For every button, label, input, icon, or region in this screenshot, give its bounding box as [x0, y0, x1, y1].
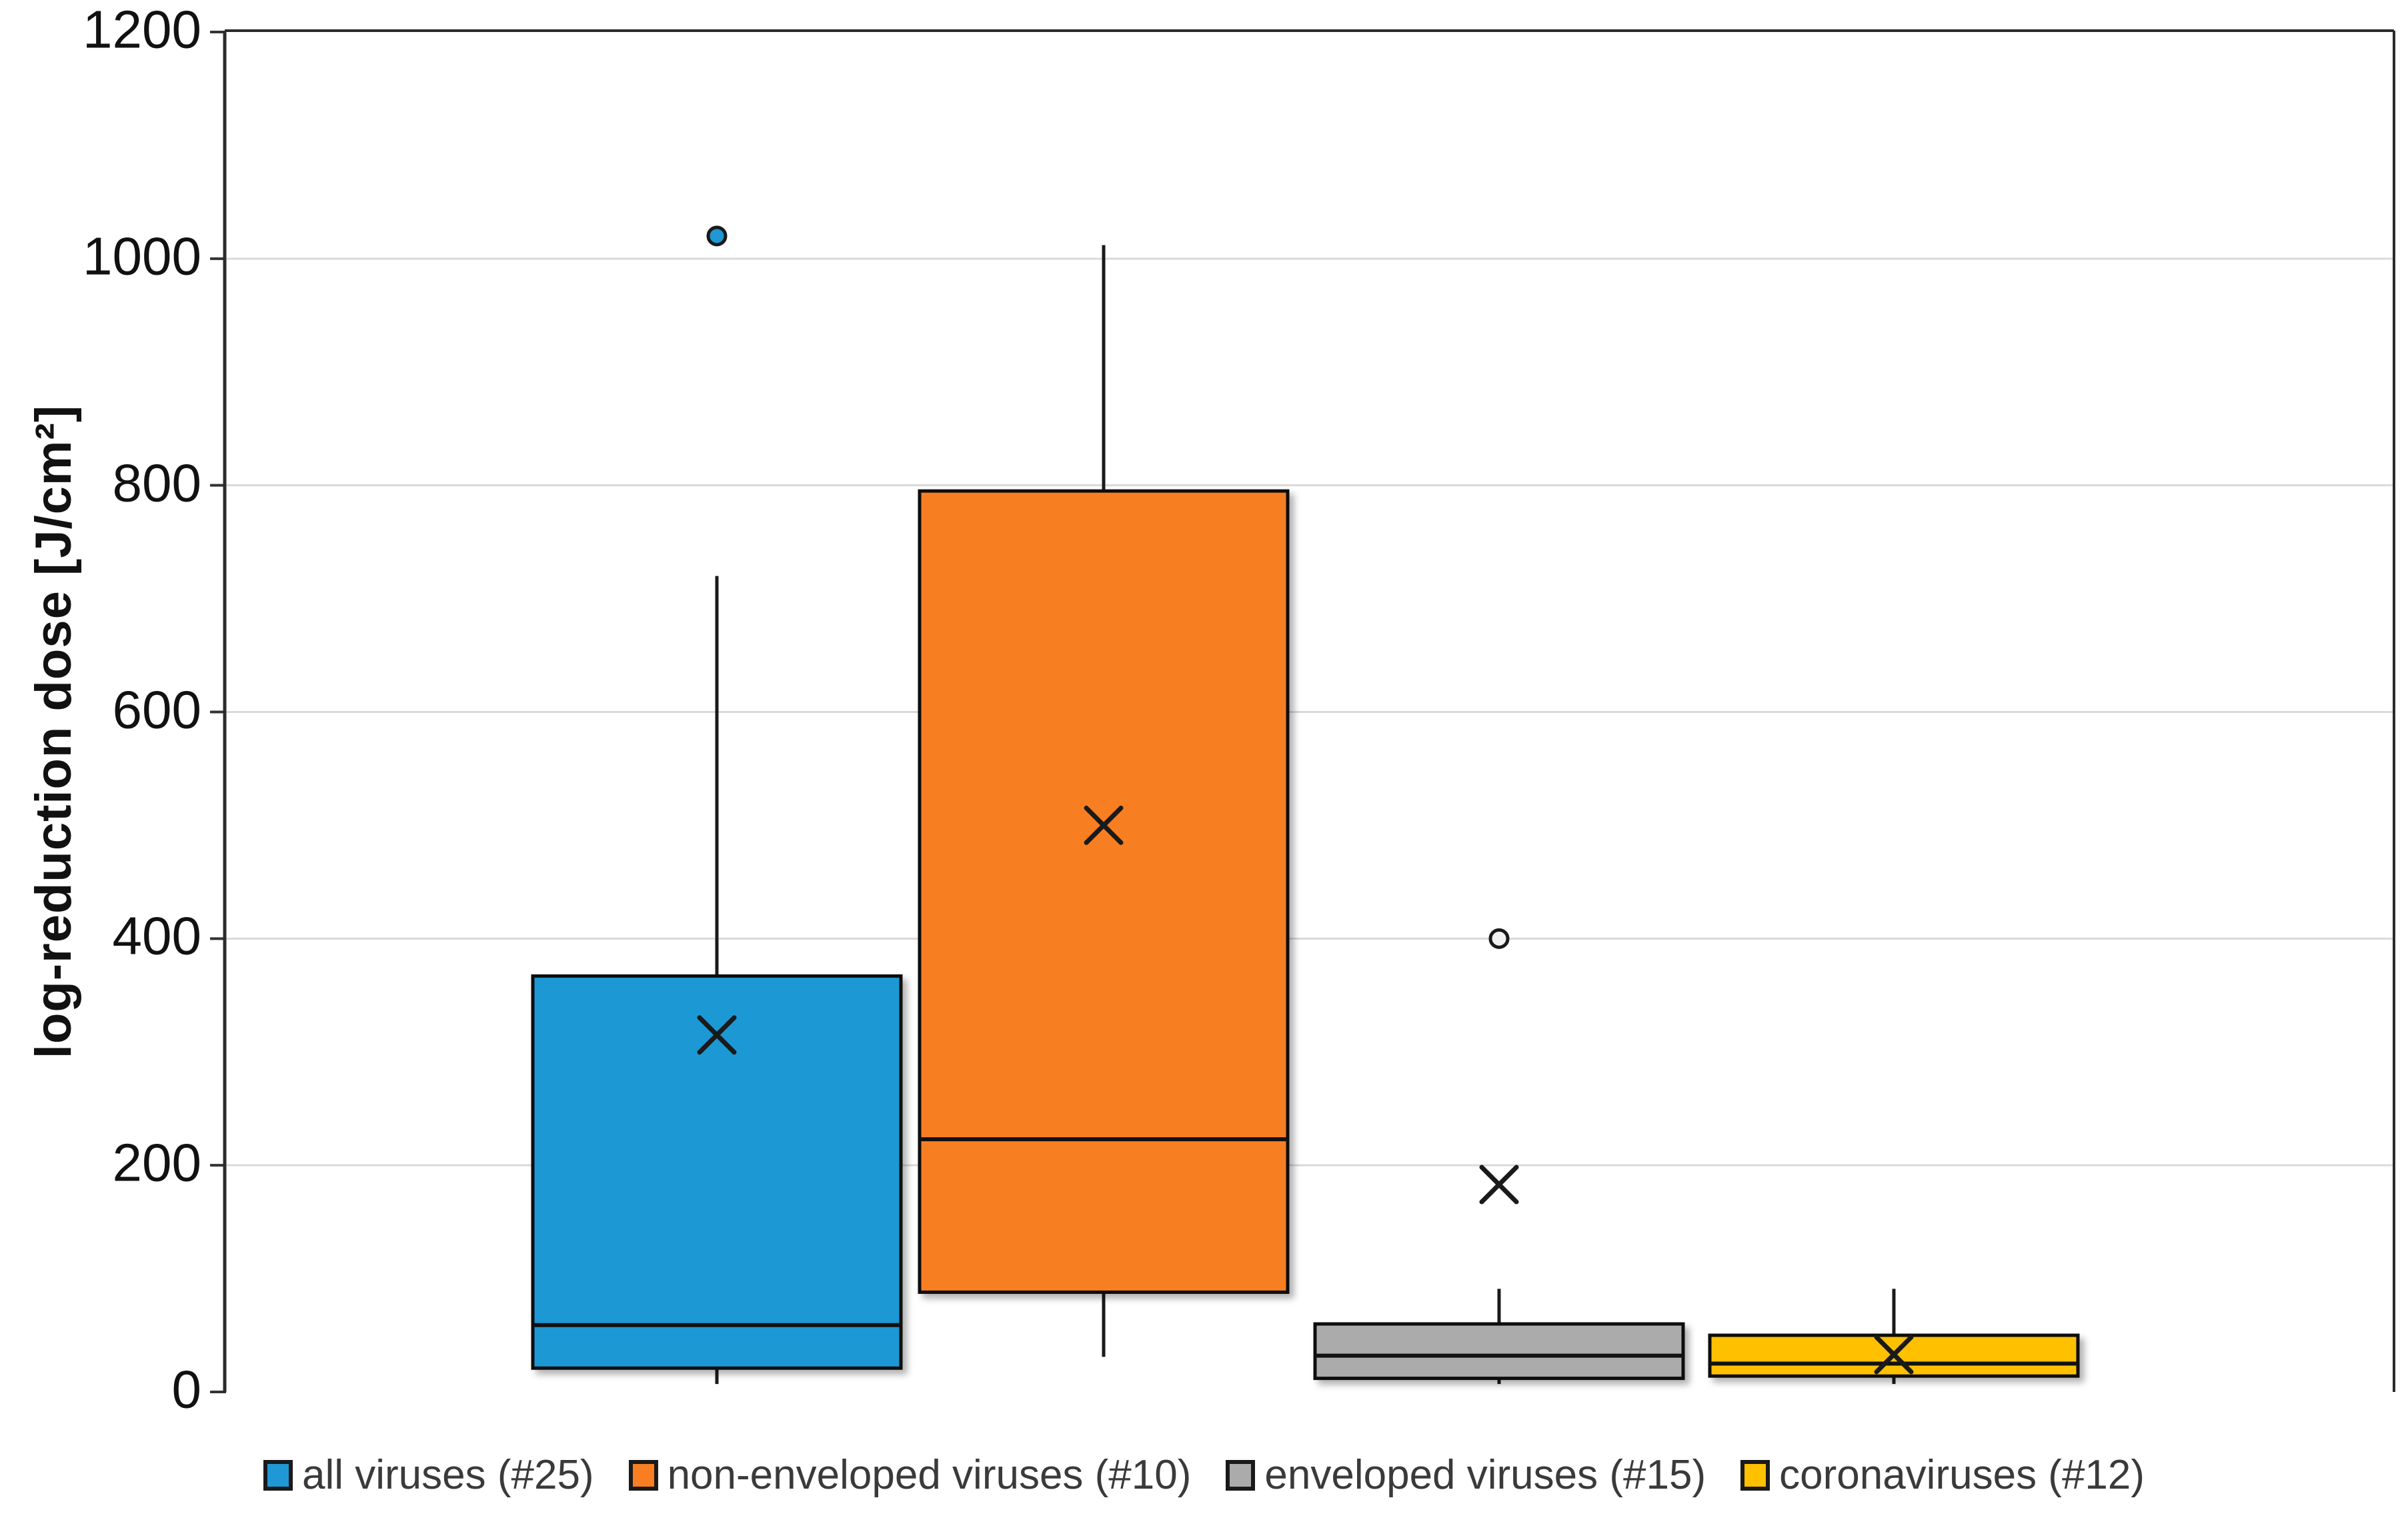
mean-marker-x [1874, 1335, 1914, 1375]
box-iqr [918, 489, 1290, 1294]
mean-marker-x [1084, 805, 1124, 845]
box-iqr [1313, 1322, 1685, 1381]
y-tick-label-600: 600 [112, 679, 201, 739]
mean-marker-x [1479, 1165, 1519, 1205]
box-series-coronaviruses-12 [1708, 1286, 2080, 1387]
legend-swatch-icon [263, 1459, 293, 1491]
legend-item-all-viruses-25: all viruses (#25) [263, 1451, 594, 1499]
legend-swatch-icon [1740, 1459, 1770, 1491]
legend-swatch-icon [628, 1459, 658, 1491]
y-tick-label-1000: 1000 [83, 226, 201, 286]
legend-item-non-enveloped-viruses-10: non-enveloped viruses (#10) [628, 1451, 1192, 1499]
legend-label: all viruses (#25) [301, 1452, 594, 1498]
box-series-all-viruses-25 [531, 225, 903, 1387]
y-tick-label-0: 0 [171, 1359, 202, 1419]
y-tick-label-1200: 1200 [83, 0, 201, 59]
legend-label: enveloped viruses (#15) [1264, 1452, 1706, 1498]
mean-marker-x [697, 1015, 737, 1055]
legend: all viruses (#25) non-enveloped viruses (… [0, 1451, 2408, 1499]
y-tick-label-400: 400 [112, 906, 201, 966]
y-tick-label-200: 200 [112, 1132, 201, 1193]
outlier-point [1488, 928, 1510, 949]
legend-swatch-icon [1226, 1459, 1256, 1491]
outlier-point [706, 225, 728, 247]
box-iqr [531, 974, 903, 1370]
box-series-enveloped-viruses-15 [1313, 928, 1685, 1387]
legend-item-coronaviruses-12: coronaviruses (#12) [1740, 1451, 2145, 1499]
box-series-non-enveloped-viruses-10 [918, 242, 1290, 1359]
legend-label: non-enveloped viruses (#10) [667, 1452, 1192, 1498]
y-tick-label-800: 800 [112, 452, 201, 512]
legend-item-enveloped-viruses-15: enveloped viruses (#15) [1226, 1451, 1706, 1499]
legend-label: coronaviruses (#12) [1779, 1452, 2145, 1498]
